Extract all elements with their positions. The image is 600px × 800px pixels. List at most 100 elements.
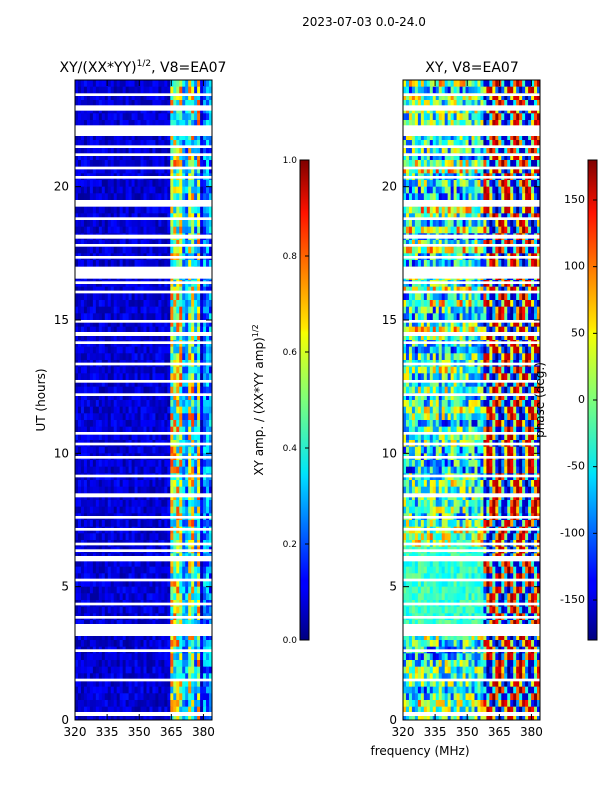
amplitude-cell — [167, 293, 171, 301]
amplitude-cell — [75, 706, 79, 714]
amplitude-cell — [104, 206, 109, 214]
amplitude-cell — [146, 380, 151, 388]
amplitude-cell — [176, 146, 180, 154]
amplitude-cell — [89, 166, 94, 174]
amplitude-cell — [131, 606, 136, 614]
data-gap — [75, 145, 212, 148]
amplitude-cell — [95, 193, 100, 201]
amplitude-cell — [113, 353, 118, 361]
amplitude-cell — [200, 313, 204, 321]
data-gap — [75, 442, 212, 446]
amplitude-cell — [128, 593, 133, 601]
amplitude-cell — [125, 213, 130, 221]
amplitude-cell — [101, 680, 106, 688]
phase-cell — [405, 93, 410, 101]
amplitude-cell — [110, 426, 115, 434]
amplitude-cell — [161, 566, 165, 574]
amplitude-cell — [203, 320, 207, 328]
amplitude-cell — [113, 386, 118, 394]
amplitude-cell — [119, 366, 124, 374]
amplitude-cell — [75, 380, 79, 388]
amplitude-cell — [110, 486, 115, 494]
amplitude-cell — [146, 180, 151, 188]
amplitude-cell — [173, 586, 177, 594]
amplitude-cell — [173, 420, 177, 428]
amplitude-cell — [149, 213, 154, 221]
phase-cell — [513, 80, 517, 88]
amplitude-cell — [98, 293, 103, 301]
amplitude-cell — [176, 413, 180, 421]
amplitude-cell — [80, 466, 85, 474]
amplitude-cell — [152, 446, 157, 454]
amplitude-cell — [89, 653, 94, 661]
amplitude-cell — [110, 246, 115, 254]
amplitude-cell — [119, 673, 124, 681]
amplitude-cell — [95, 560, 100, 568]
amplitude-cell — [209, 560, 212, 568]
amplitude-cell — [203, 593, 207, 601]
amplitude-cell — [116, 140, 121, 148]
amplitude-cell — [143, 500, 148, 508]
amplitude-cell — [113, 346, 118, 354]
amplitude-cell — [146, 566, 151, 574]
amplitude-cell — [89, 226, 94, 234]
amplitude-cell — [77, 506, 82, 514]
amplitude-cell — [92, 320, 97, 328]
phase-cell — [450, 80, 455, 88]
amplitude-cell — [164, 320, 168, 328]
amplitude-cell — [203, 133, 207, 141]
amplitude-cell — [203, 86, 207, 94]
amplitude-cell — [101, 93, 106, 101]
amplitude-cell — [77, 333, 82, 341]
amplitude-cell — [146, 333, 151, 341]
amplitude-cell — [134, 520, 139, 528]
amplitude-cell — [83, 606, 88, 614]
phase-cell — [456, 80, 461, 88]
amplitude-cell — [155, 633, 159, 641]
amplitude-cell — [194, 580, 198, 588]
amplitude-cell — [194, 466, 198, 474]
phase-cell — [474, 120, 479, 128]
amplitude-cell — [200, 293, 204, 301]
amplitude-cell — [104, 460, 109, 468]
amplitude-cell — [95, 260, 100, 268]
amplitude-cell — [206, 80, 210, 88]
amplitude-cell — [107, 633, 112, 641]
amplitude-cell — [200, 566, 204, 574]
amplitude-cell — [152, 713, 157, 720]
amplitude-cell — [89, 160, 94, 168]
phase-cell — [429, 146, 434, 154]
amplitude-cell — [203, 653, 207, 661]
amplitude-cell — [104, 500, 109, 508]
amplitude-cell — [98, 146, 103, 154]
amplitude-cell — [158, 140, 162, 148]
amplitude-cell — [194, 80, 198, 88]
amplitude-cell — [134, 460, 139, 468]
amplitude-cell — [191, 666, 195, 674]
amplitude-cell — [149, 220, 154, 228]
amplitude-cell — [164, 426, 168, 434]
amplitude-cell — [92, 166, 97, 174]
amplitude-cell — [182, 353, 186, 361]
amplitude-cell — [203, 486, 207, 494]
amplitude-cell — [98, 500, 103, 508]
phase-cell — [429, 100, 434, 108]
amplitude-cell — [98, 93, 103, 101]
amplitude-cell — [203, 100, 207, 108]
amplitude-cell — [83, 580, 88, 588]
amplitude-cell — [140, 433, 145, 441]
amplitude-cell — [125, 433, 130, 441]
amplitude-cell — [176, 246, 180, 254]
amplitude-cell — [146, 193, 151, 201]
amplitude-cell — [182, 80, 186, 88]
phase-cell — [516, 80, 520, 88]
amplitude-cell — [158, 693, 162, 701]
amplitude-cell — [188, 460, 192, 468]
amplitude-cell — [161, 293, 165, 301]
amplitude-cell — [152, 400, 157, 408]
amplitude-cell — [164, 240, 168, 248]
amplitude-cell — [179, 480, 183, 488]
amplitude-cell — [206, 293, 210, 301]
amplitude-cell — [140, 246, 145, 254]
amplitude-cell — [134, 186, 139, 194]
